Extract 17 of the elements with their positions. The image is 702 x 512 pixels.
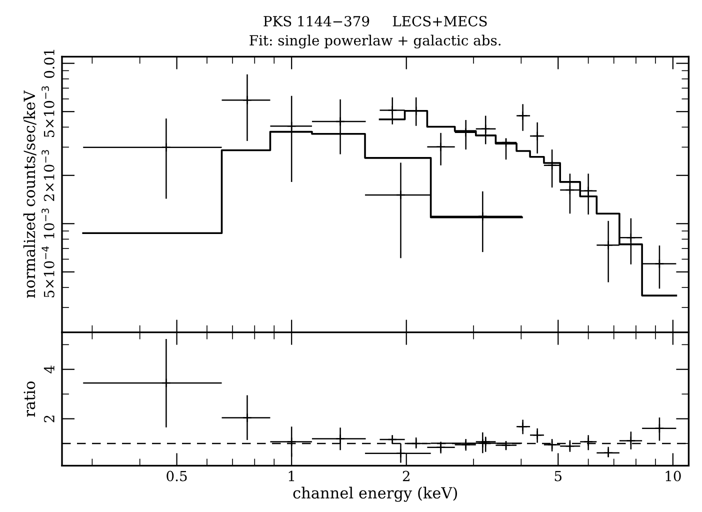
x-tick-label: 2 <box>402 470 410 482</box>
y-tick-label: 0.01 <box>44 50 54 78</box>
y-tick-label: 2 <box>44 416 54 422</box>
x-axis-title: channel energy (keV) <box>293 486 457 502</box>
y-tick-label: 5×10$^{−3}$ <box>42 86 54 137</box>
y-tick-label: 2×10$^{−3}$ <box>42 150 54 201</box>
chart-subtitle: Fit: single powerlaw + galactic abs. <box>250 34 501 48</box>
x-tick-label: 10 <box>666 470 681 482</box>
chart-title: PKS 1144−379 LECS+MECS <box>264 16 487 26</box>
x-tick-label: 0.5 <box>166 470 187 482</box>
y-tick-label: 4 <box>44 366 54 374</box>
y-tick-label: 5×10$^{−4}$ <box>42 246 54 298</box>
y-axis-title: ratio <box>24 381 36 417</box>
y-tick-label: 10$^{−3}$ <box>42 208 54 238</box>
y-axis-title: normalized counts/sec/keV <box>23 90 36 298</box>
x-tick-label: 1 <box>288 470 294 482</box>
x-tick-label: 5 <box>554 470 562 482</box>
